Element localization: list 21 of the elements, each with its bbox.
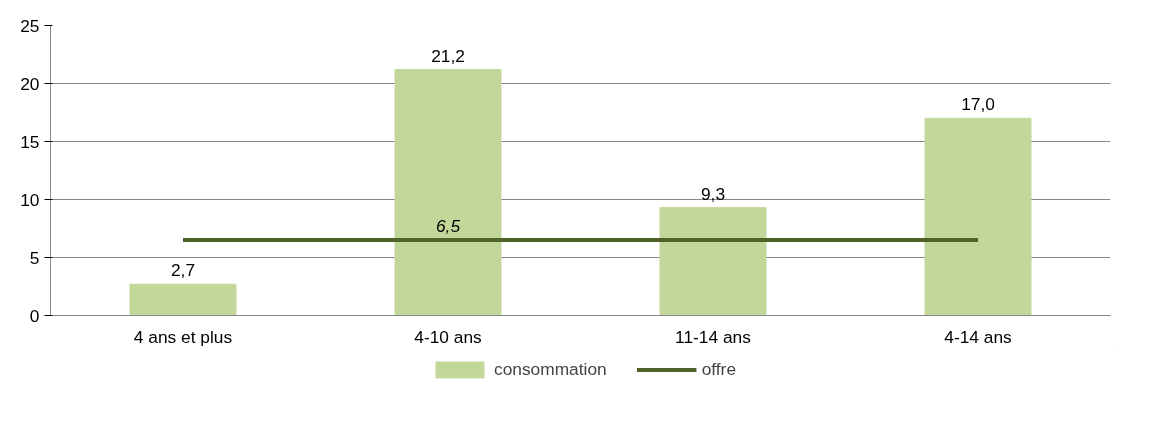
data-label: 21,2 <box>431 45 465 66</box>
bar <box>659 207 767 316</box>
x-tick-label: 4 ans et plus <box>133 326 233 347</box>
data-label: 2,7 <box>170 260 196 281</box>
bar <box>924 117 1032 316</box>
bar <box>129 283 237 316</box>
legend-label: consommation <box>493 358 607 380</box>
data-label: 17,0 <box>961 94 995 115</box>
x-tick-label: 4-14 ans <box>944 326 1013 347</box>
x-tick-label: 11-14 ans <box>675 326 752 347</box>
bar <box>394 69 502 316</box>
y-tick-label: 15 <box>20 131 40 152</box>
x-tick-label: 4-10 ans <box>414 326 483 347</box>
y-tick-label: 20 <box>20 73 40 94</box>
data-label: 6,5 <box>435 216 461 237</box>
y-tick-label: 0 <box>29 305 40 326</box>
y-tick-label: 25 <box>20 15 40 36</box>
legend-label: offre <box>701 358 737 380</box>
y-tick-label: 5 <box>29 247 40 268</box>
data-label: 9,3 <box>700 183 726 204</box>
y-tick-label: 10 <box>20 189 40 210</box>
